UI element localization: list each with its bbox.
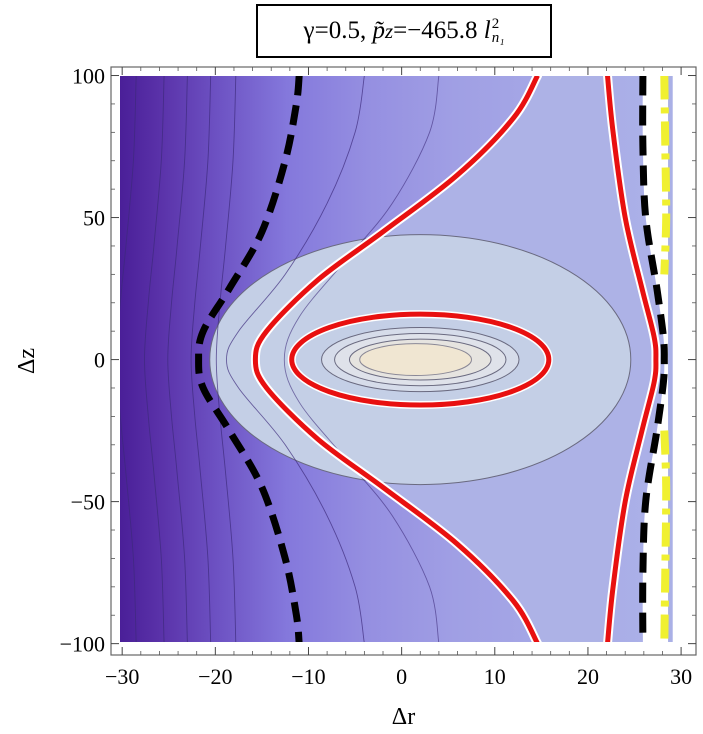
title-p: p̃ bbox=[372, 17, 385, 44]
x-tick-label: −30 bbox=[105, 664, 139, 689]
y-axis-label: Δz bbox=[14, 348, 40, 374]
contour-line-left bbox=[167, 76, 188, 642]
contour-line-left bbox=[120, 76, 137, 642]
y-tick-label: −50 bbox=[71, 490, 105, 515]
x-tick-label: 20 bbox=[577, 664, 599, 689]
black-dashed-curve-right bbox=[639, 76, 668, 642]
y-tick-label: 100 bbox=[72, 64, 105, 89]
y-tick-label: −100 bbox=[60, 632, 105, 657]
title-l-sup: 2 bbox=[491, 15, 500, 32]
title-p-sub: z bbox=[384, 18, 394, 43]
contour-line-left bbox=[144, 76, 165, 642]
contour-line-mid bbox=[226, 76, 365, 642]
core-ellipse bbox=[359, 343, 473, 376]
x-tick-label: −20 bbox=[198, 664, 232, 689]
x-tick-label: 30 bbox=[670, 664, 692, 689]
title-gamma: γ=0.5, bbox=[303, 17, 367, 44]
yellow-dashed-curve-bottom bbox=[660, 430, 671, 642]
contour-line-left bbox=[190, 76, 212, 642]
contour-line-left bbox=[215, 76, 237, 642]
yellow-dashed-curve-top bbox=[660, 76, 671, 275]
band-right-strip bbox=[668, 76, 673, 642]
y-tick-label: 0 bbox=[94, 348, 105, 373]
title-l-sub: n₁ bbox=[491, 30, 505, 46]
chart-title: γ=0.5, p̃ z =−465.8 l 2 n₁ bbox=[256, 4, 552, 58]
red-curve-right bbox=[605, 76, 659, 642]
red-ellipse bbox=[289, 311, 552, 408]
contour-line-inner bbox=[283, 76, 440, 642]
red-curve-left bbox=[252, 76, 540, 642]
y-tick-label: 50 bbox=[83, 206, 105, 231]
x-tick-label: 0 bbox=[396, 664, 407, 689]
plot-area bbox=[120, 76, 696, 642]
x-axis-label: Δr bbox=[392, 704, 415, 730]
x-tick-label: −10 bbox=[291, 664, 325, 689]
x-tick-label: 10 bbox=[484, 664, 506, 689]
title-l: l bbox=[483, 17, 491, 44]
black-dashed-curve-left bbox=[195, 76, 303, 642]
plot-frame bbox=[110, 66, 697, 656]
title-p-value: =−465.8 bbox=[393, 17, 478, 44]
